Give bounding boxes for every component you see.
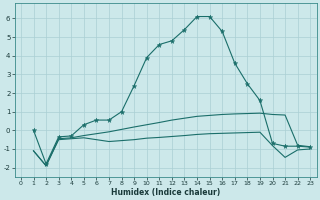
X-axis label: Humidex (Indice chaleur): Humidex (Indice chaleur) (111, 188, 220, 197)
